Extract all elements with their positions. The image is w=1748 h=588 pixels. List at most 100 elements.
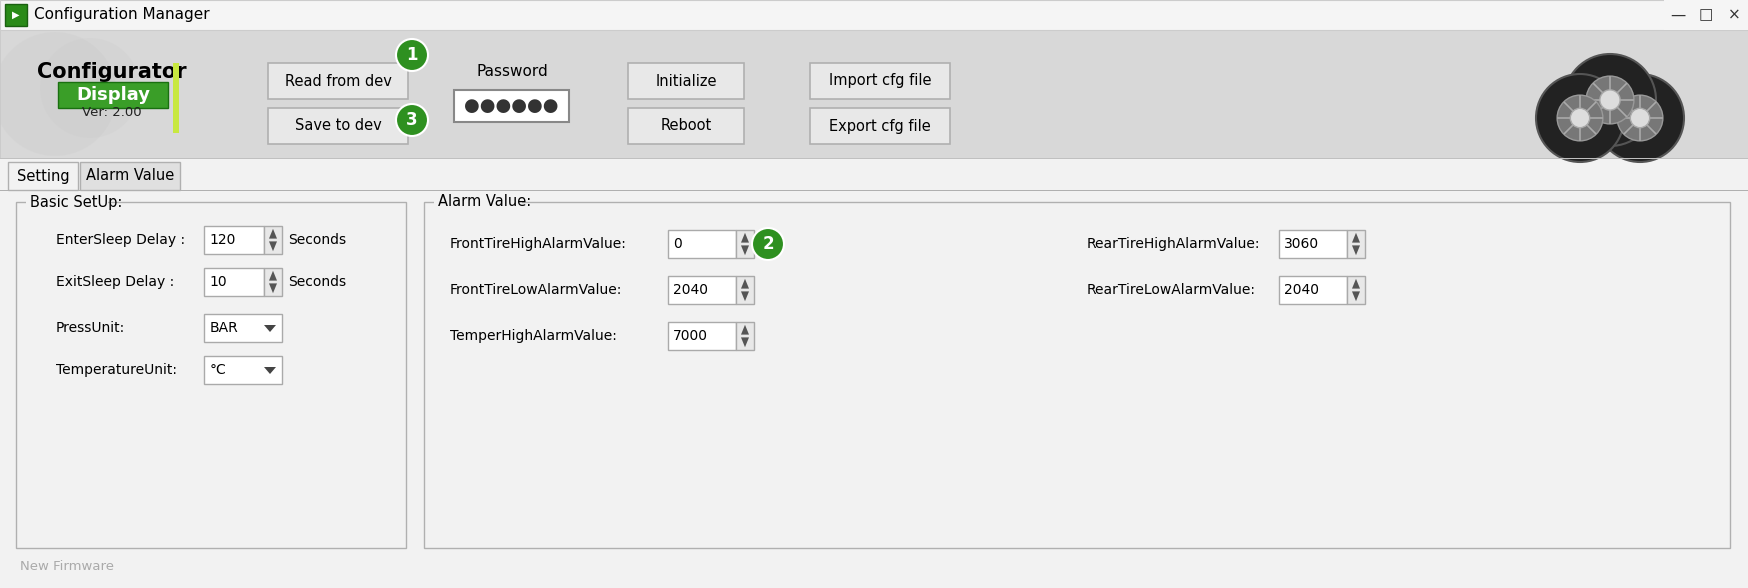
Text: Setting: Setting xyxy=(17,169,70,183)
Text: 0: 0 xyxy=(673,237,682,251)
Bar xyxy=(736,322,753,350)
Bar xyxy=(1664,0,1692,30)
Text: FrontTireHighAlarmValue:: FrontTireHighAlarmValue: xyxy=(449,237,628,251)
Bar xyxy=(628,63,745,99)
Polygon shape xyxy=(264,325,276,332)
Bar xyxy=(425,202,1731,548)
Bar xyxy=(809,108,949,144)
Polygon shape xyxy=(269,271,276,280)
Circle shape xyxy=(1564,54,1655,146)
Text: EnterSleep Delay :: EnterSleep Delay : xyxy=(56,233,185,247)
Text: Alarm Value: Alarm Value xyxy=(86,169,175,183)
Text: ▶: ▶ xyxy=(12,10,19,20)
Text: RearTireHighAlarmValue:: RearTireHighAlarmValue: xyxy=(1087,237,1260,251)
Bar xyxy=(1280,276,1348,304)
Bar xyxy=(205,356,281,384)
Bar xyxy=(26,194,108,210)
Bar xyxy=(1348,276,1365,304)
Polygon shape xyxy=(264,367,276,374)
Text: ●●●●●●: ●●●●●● xyxy=(463,97,558,115)
Bar xyxy=(173,63,178,133)
Bar xyxy=(809,63,949,99)
Polygon shape xyxy=(269,229,276,239)
Text: New Firmware: New Firmware xyxy=(19,560,114,573)
Text: 10: 10 xyxy=(210,275,227,289)
Circle shape xyxy=(1596,74,1683,162)
Bar xyxy=(434,194,523,210)
Text: Configurator: Configurator xyxy=(37,62,187,82)
Text: Password: Password xyxy=(475,65,547,79)
Text: Configuration Manager: Configuration Manager xyxy=(33,8,210,22)
Bar xyxy=(205,314,281,342)
Text: 7000: 7000 xyxy=(673,329,708,343)
Bar xyxy=(16,202,406,548)
Bar xyxy=(267,108,407,144)
Text: ExitSleep Delay :: ExitSleep Delay : xyxy=(56,275,175,289)
Bar xyxy=(0,190,1748,191)
Polygon shape xyxy=(741,325,748,335)
Bar xyxy=(0,158,1748,588)
Polygon shape xyxy=(741,233,748,243)
Bar xyxy=(5,4,26,26)
Bar xyxy=(205,268,264,296)
Text: 3060: 3060 xyxy=(1285,237,1320,251)
Text: 120: 120 xyxy=(210,233,236,247)
Text: Seconds: Seconds xyxy=(288,233,346,247)
Polygon shape xyxy=(1351,292,1360,301)
Polygon shape xyxy=(741,292,748,301)
Text: —: — xyxy=(1671,8,1685,22)
Bar xyxy=(1720,0,1748,30)
Circle shape xyxy=(397,39,428,71)
Polygon shape xyxy=(269,283,276,293)
Circle shape xyxy=(1631,108,1650,128)
Bar xyxy=(736,276,753,304)
Text: PressUnit:: PressUnit: xyxy=(56,321,126,335)
Circle shape xyxy=(0,32,117,156)
Text: 2040: 2040 xyxy=(673,283,708,297)
Bar xyxy=(628,108,745,144)
Bar xyxy=(0,0,1748,30)
Text: TemperatureUnit:: TemperatureUnit: xyxy=(56,363,177,377)
Text: 1: 1 xyxy=(406,46,418,64)
Bar xyxy=(454,90,570,122)
Text: Alarm Value:: Alarm Value: xyxy=(439,195,531,209)
Bar xyxy=(267,63,407,99)
Polygon shape xyxy=(1351,245,1360,255)
Polygon shape xyxy=(741,338,748,347)
Bar xyxy=(668,322,736,350)
Text: Export cfg file: Export cfg file xyxy=(829,119,932,133)
Polygon shape xyxy=(269,242,276,251)
Bar xyxy=(1692,0,1720,30)
Text: °C: °C xyxy=(210,363,227,377)
Circle shape xyxy=(397,104,428,136)
Polygon shape xyxy=(741,279,748,289)
Bar xyxy=(58,82,168,108)
Text: Ver: 2.00: Ver: 2.00 xyxy=(82,105,142,119)
Bar xyxy=(0,30,1748,158)
Circle shape xyxy=(1536,74,1624,162)
Bar xyxy=(205,226,264,254)
Text: 3: 3 xyxy=(406,111,418,129)
Bar xyxy=(1280,230,1348,258)
Text: TemperHighAlarmValue:: TemperHighAlarmValue: xyxy=(449,329,617,343)
Polygon shape xyxy=(741,245,748,255)
Bar xyxy=(264,268,281,296)
Circle shape xyxy=(1585,76,1634,124)
Polygon shape xyxy=(1351,233,1360,243)
Text: Display: Display xyxy=(75,86,150,104)
Text: Basic SetUp:: Basic SetUp: xyxy=(30,195,122,209)
Bar xyxy=(668,276,736,304)
Text: Initialize: Initialize xyxy=(656,74,717,89)
Bar xyxy=(1348,230,1365,258)
Text: 2: 2 xyxy=(762,235,774,253)
Bar xyxy=(0,158,1748,159)
Text: Read from dev: Read from dev xyxy=(285,74,392,89)
Circle shape xyxy=(752,228,785,260)
Circle shape xyxy=(1617,95,1662,141)
Bar xyxy=(736,230,753,258)
Bar xyxy=(264,226,281,254)
Text: Seconds: Seconds xyxy=(288,275,346,289)
Circle shape xyxy=(40,38,140,138)
Circle shape xyxy=(1557,95,1603,141)
Text: Import cfg file: Import cfg file xyxy=(829,74,932,89)
